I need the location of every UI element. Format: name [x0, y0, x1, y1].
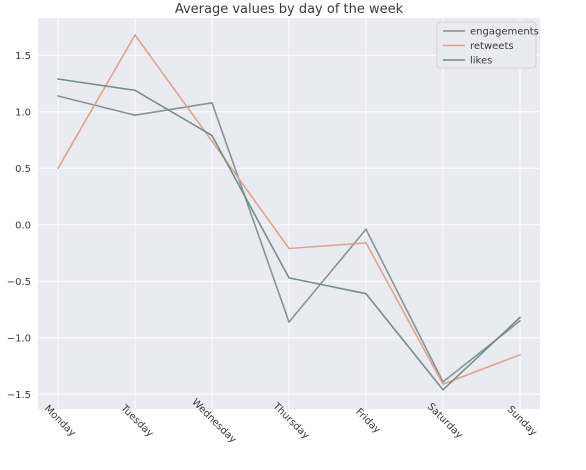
chart-title: Average values by day of the week	[175, 2, 404, 17]
y-tick-label: 1.0	[15, 107, 31, 118]
legend-box	[436, 21, 537, 69]
data-point-retweets	[442, 383, 444, 385]
x-gridlines	[57, 18, 521, 409]
data-point-retweets	[57, 167, 59, 170]
y-tick-labels: 1.5 1.0 0.5 0.0 −0.5 −1.0 −1.5	[7, 51, 31, 401]
data-point-engagements	[288, 321, 290, 323]
data-point-likes	[442, 388, 444, 391]
data-point-retweets	[519, 353, 521, 356]
legend: engagements retweets likes	[436, 21, 539, 69]
data-point-likes	[288, 277, 290, 279]
data-point-retweets	[134, 34, 136, 36]
data-point-engagements	[134, 114, 136, 116]
data-point-likes	[365, 292, 367, 295]
legend-label-retweets: retweets	[470, 41, 514, 52]
data-point-engagements	[365, 228, 367, 231]
data-point-likes	[211, 134, 213, 137]
data-point-likes	[519, 316, 521, 319]
y-tick-label: 0.0	[15, 220, 31, 231]
y-tick-label: 1.5	[15, 51, 31, 62]
y-tick-label: −1.5	[7, 390, 31, 401]
x-tick-label-friday: Friday	[353, 407, 382, 436]
legend-label-likes: likes	[470, 56, 492, 67]
data-point-engagements	[57, 95, 59, 97]
data-point-likes	[134, 89, 136, 92]
y-tick-label: −0.5	[7, 277, 31, 288]
y-tick-label: 0.5	[15, 164, 31, 175]
data-point-likes	[57, 78, 59, 80]
data-point-engagements	[211, 101, 213, 104]
series-lines	[57, 34, 521, 391]
data-point-retweets	[365, 242, 367, 244]
y-tick-label: −1.0	[7, 333, 31, 344]
data-point-engagements	[519, 320, 521, 322]
data-point-retweets	[211, 140, 213, 142]
x-tick-label-sunday: Sunday	[505, 404, 539, 438]
data-point-retweets	[288, 247, 290, 250]
legend-label-engagements: engagements	[470, 27, 539, 38]
